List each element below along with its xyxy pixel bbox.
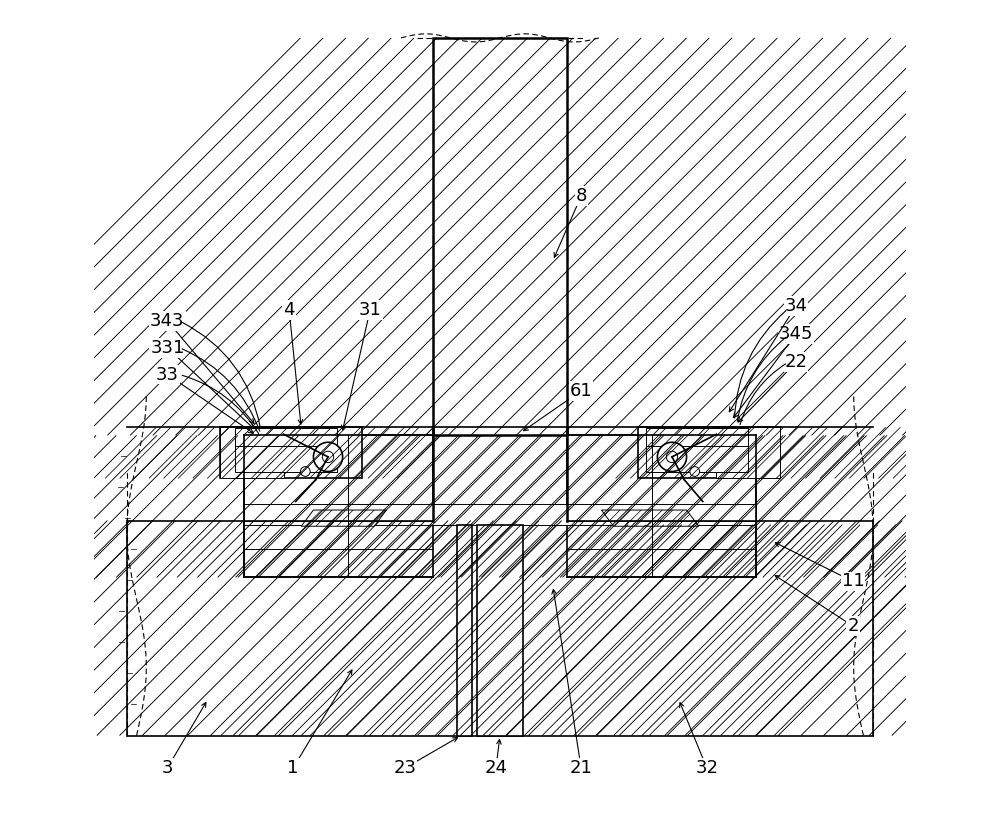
Bar	[433, 38, 567, 435]
Bar	[244, 505, 756, 525]
Circle shape	[657, 442, 687, 471]
Bar	[567, 435, 756, 577]
Bar	[638, 427, 780, 479]
Text: 32: 32	[695, 759, 718, 777]
Bar	[244, 435, 433, 577]
Text: 4: 4	[283, 300, 295, 318]
Text: 34: 34	[785, 296, 808, 314]
Text: 33: 33	[156, 365, 179, 383]
Text: 3: 3	[162, 759, 173, 777]
Text: 23: 23	[394, 759, 417, 777]
Circle shape	[322, 451, 334, 462]
Text: 22: 22	[785, 353, 808, 371]
Bar	[567, 435, 756, 577]
Text: 11: 11	[842, 572, 864, 590]
Bar	[716, 427, 780, 479]
Circle shape	[300, 466, 310, 476]
Text: 331: 331	[150, 339, 185, 357]
Bar	[220, 427, 362, 479]
Bar	[646, 446, 748, 472]
Text: 31: 31	[359, 300, 382, 318]
Bar	[457, 525, 472, 736]
Bar	[716, 427, 780, 479]
Bar	[220, 427, 284, 479]
Text: 343: 343	[150, 312, 185, 330]
Bar	[127, 521, 873, 736]
Bar	[244, 435, 433, 577]
Bar	[477, 525, 523, 736]
Bar	[477, 525, 523, 736]
Text: 21: 21	[570, 759, 593, 777]
Text: 61: 61	[570, 382, 592, 400]
Bar	[127, 521, 873, 736]
Circle shape	[313, 442, 343, 471]
Bar	[220, 427, 284, 479]
Text: 1: 1	[287, 759, 299, 777]
Polygon shape	[301, 510, 386, 526]
Bar	[235, 446, 337, 472]
Bar	[433, 38, 567, 435]
Text: 345: 345	[779, 325, 813, 343]
Circle shape	[666, 451, 678, 462]
Text: 24: 24	[484, 759, 507, 777]
Text: 8: 8	[575, 187, 587, 205]
Circle shape	[690, 466, 700, 476]
Bar	[235, 428, 337, 446]
Polygon shape	[601, 510, 699, 526]
Bar	[646, 428, 748, 446]
Text: 2: 2	[847, 617, 859, 635]
